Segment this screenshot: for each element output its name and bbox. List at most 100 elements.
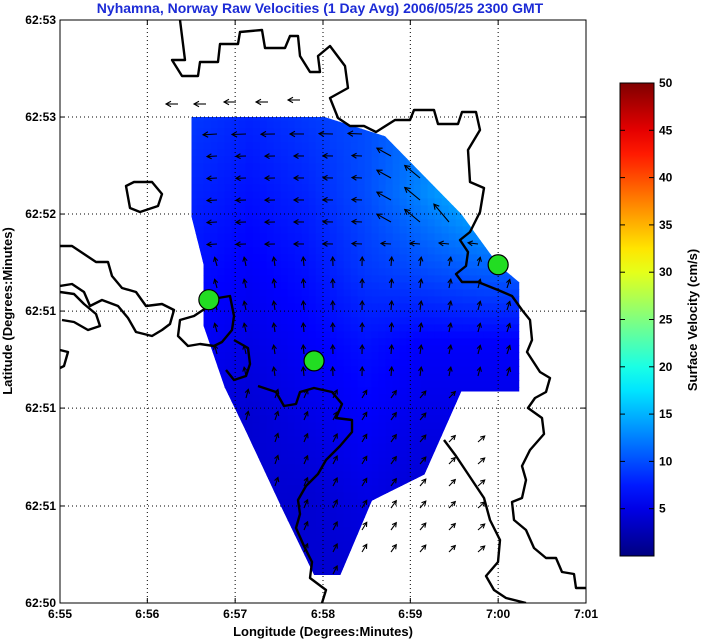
speed-cell	[483, 345, 492, 353]
velocity-vector	[303, 432, 309, 443]
speed-cell	[469, 352, 478, 360]
speed-cell	[266, 436, 275, 444]
speed-cell	[280, 275, 289, 283]
speed-cell	[259, 408, 268, 416]
speed-cell	[322, 289, 331, 297]
velocity-vector	[506, 278, 512, 289]
speed-cell	[259, 247, 268, 255]
speed-cell	[406, 422, 415, 430]
speed-cell	[385, 359, 394, 367]
speed-cell	[287, 359, 296, 367]
speed-cell	[266, 345, 275, 353]
speed-cell	[224, 240, 233, 248]
speed-cell	[399, 289, 408, 297]
speed-cell	[231, 135, 240, 143]
speed-cell	[357, 506, 366, 514]
speed-cell	[476, 359, 485, 367]
velocity-vector	[375, 191, 392, 201]
speed-cell	[399, 331, 408, 339]
speed-cell	[434, 310, 443, 318]
speed-cell	[191, 177, 198, 185]
speed-cell	[294, 275, 303, 283]
speed-cell	[364, 296, 373, 304]
speed-cell	[301, 324, 310, 332]
velocity-vector	[254, 98, 268, 106]
speed-cell	[196, 226, 205, 234]
speed-cell	[364, 450, 373, 458]
speed-cell	[455, 212, 464, 220]
velocity-vector	[506, 322, 512, 333]
speed-cell	[378, 429, 387, 437]
speed-cell	[315, 555, 324, 563]
speed-cell	[413, 310, 422, 318]
speed-cell	[357, 429, 366, 437]
speed-cell	[203, 226, 212, 234]
speed-cell	[399, 296, 408, 304]
speed-cell	[420, 359, 429, 367]
speed-cell	[441, 394, 450, 402]
coastline-segment	[60, 244, 176, 338]
speed-cell	[455, 331, 464, 339]
speed-cell	[490, 317, 499, 325]
speed-cell	[511, 303, 520, 311]
speed-cell	[210, 212, 219, 220]
speed-cell	[308, 156, 317, 164]
speed-cell	[231, 366, 240, 374]
speed-cell	[364, 191, 373, 199]
speed-cell	[441, 331, 450, 339]
velocity-vector	[476, 256, 482, 267]
speed-cell	[301, 310, 310, 318]
speed-cell	[301, 128, 310, 136]
velocity-vector	[419, 500, 427, 509]
speed-cell	[385, 485, 394, 493]
speed-cell	[280, 422, 289, 430]
speed-cell	[238, 331, 247, 339]
speed-cell	[427, 275, 436, 283]
speed-cell	[259, 289, 268, 297]
speed-cell	[273, 170, 282, 178]
speed-cell	[420, 184, 429, 192]
speed-cell	[238, 275, 247, 283]
speed-cell	[469, 240, 478, 248]
speed-cell	[511, 282, 520, 290]
speed-cell	[252, 338, 261, 346]
speed-cell	[322, 156, 331, 164]
speed-cell	[343, 128, 352, 136]
speed-cell	[210, 135, 219, 143]
speed-cell	[259, 282, 268, 290]
speed-cell	[280, 233, 289, 241]
speed-cell	[455, 352, 464, 360]
speed-cell	[315, 289, 324, 297]
speed-cell	[280, 170, 289, 178]
speed-cell	[504, 331, 513, 339]
speed-cell	[399, 310, 408, 318]
speed-cell	[231, 317, 240, 325]
speed-cell	[476, 289, 485, 297]
velocity-vector	[477, 457, 486, 465]
speed-cell	[273, 331, 282, 339]
speed-cell	[224, 191, 233, 199]
speed-cell	[455, 254, 464, 262]
speed-cell	[280, 247, 289, 255]
speed-cell	[308, 527, 317, 535]
speed-cell	[336, 303, 345, 311]
speed-cell	[364, 317, 373, 325]
speed-cell	[350, 296, 359, 304]
speed-cell	[280, 471, 289, 479]
velocity-vector	[390, 477, 397, 487]
speed-cell	[343, 345, 352, 353]
speed-cell	[266, 310, 275, 318]
speed-cell	[203, 331, 212, 339]
speed-cell	[350, 471, 359, 479]
velocity-vector	[300, 365, 307, 377]
speed-cell	[259, 422, 268, 430]
speed-cell	[294, 457, 303, 465]
speed-cell	[469, 289, 478, 297]
speed-cell	[399, 471, 408, 479]
speed-cell	[343, 373, 352, 381]
speed-cell	[420, 261, 429, 269]
speed-cell	[427, 198, 436, 206]
speed-cell	[343, 359, 352, 367]
speed-cell	[294, 303, 303, 311]
speed-cell	[350, 450, 359, 458]
